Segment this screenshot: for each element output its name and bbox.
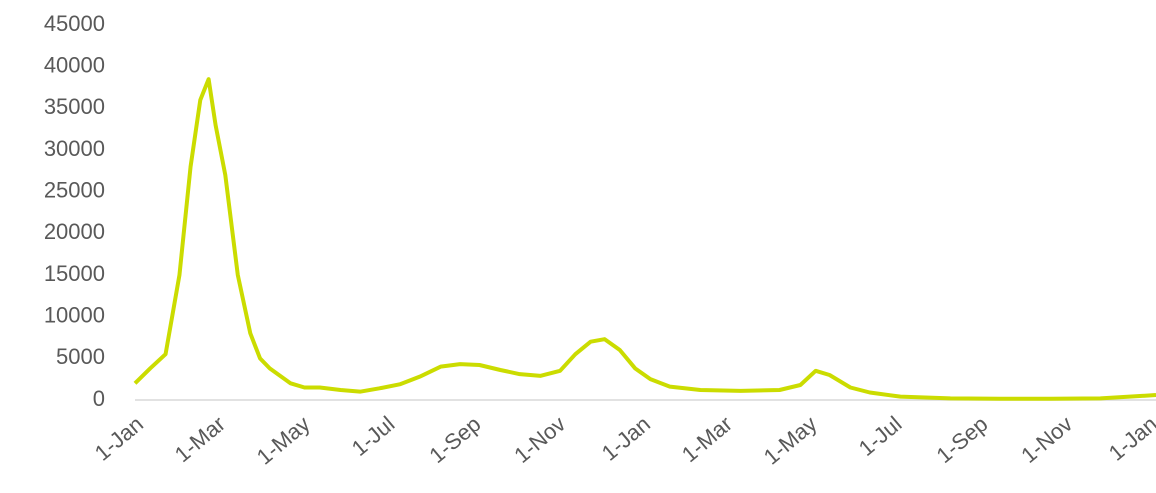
y-tick-label: 45000 [44, 11, 105, 36]
y-tick-label: 15000 [44, 261, 105, 286]
x-tick-label: 1-Mar [170, 411, 230, 467]
y-tick-label: 40000 [44, 52, 105, 77]
x-tick-label: 1-Jul [347, 411, 400, 461]
x-tick-label: 1-Sep [931, 411, 992, 468]
y-tick-label: 20000 [44, 219, 105, 244]
y-tick-label: 10000 [44, 302, 105, 327]
x-tick-label: 1-Sep [424, 411, 485, 468]
x-tick-label: 1-Jul [854, 411, 907, 461]
y-tick-label: 5000 [56, 344, 105, 369]
y-tick-label: 0 [93, 386, 105, 411]
x-tick-label: 1-Nov [509, 411, 570, 468]
x-tick-label: 1-Jan [597, 411, 655, 466]
x-tick-label: 1-May [252, 411, 315, 469]
x-tick-label: 1-Jan [1104, 411, 1156, 466]
data-line [133, 77, 1156, 401]
x-tick-label: 1-Mar [677, 411, 737, 467]
x-tick-label: 1-May [759, 411, 822, 469]
y-tick-label: 25000 [44, 177, 105, 202]
x-tick-label: 1-Nov [1016, 411, 1077, 468]
x-tick-label: 1-Jan [90, 411, 148, 466]
y-tick-label: 30000 [44, 136, 105, 161]
y-tick-label: 35000 [44, 94, 105, 119]
